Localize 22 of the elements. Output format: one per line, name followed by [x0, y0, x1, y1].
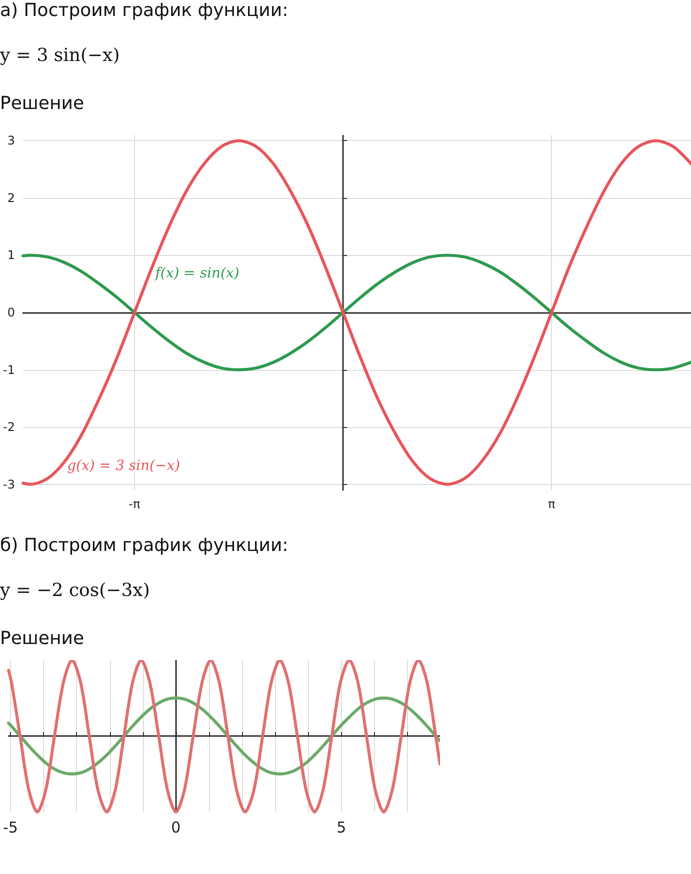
text: Решение	[0, 628, 84, 649]
chart-subtitle: y = 3 sin(−x)	[0, 45, 120, 66]
chart-title: б) Построим график функции:	[0, 535, 288, 556]
x-tick-label: -π	[128, 497, 140, 511]
y-tick-label: 0	[7, 306, 15, 320]
y-tick-label: -1	[2, 362, 15, 377]
chart-subtitle: y = −2 cos(−3x)	[0, 580, 150, 601]
x-tick-label: π	[548, 497, 556, 511]
y-tick-label: 1	[7, 248, 15, 262]
y-tick-label: -3	[2, 477, 15, 492]
line-series	[21, 139, 691, 486]
line-series	[21, 254, 691, 372]
x-tick-label: 5	[336, 818, 346, 836]
x-tick-label: -5	[2, 818, 18, 836]
y-tick-label: 2	[7, 190, 15, 205]
text: f(x) = sin(x)	[154, 266, 240, 282]
x-tick-label: 0	[171, 818, 181, 836]
y-tick-label: 3	[7, 134, 15, 148]
chart-title: а) Построим график функции:	[0, 0, 288, 21]
text: Решение	[0, 93, 84, 114]
series-label: g(x) = 3 sin(−x)	[67, 458, 180, 474]
y-tick-label: -2	[2, 420, 15, 434]
